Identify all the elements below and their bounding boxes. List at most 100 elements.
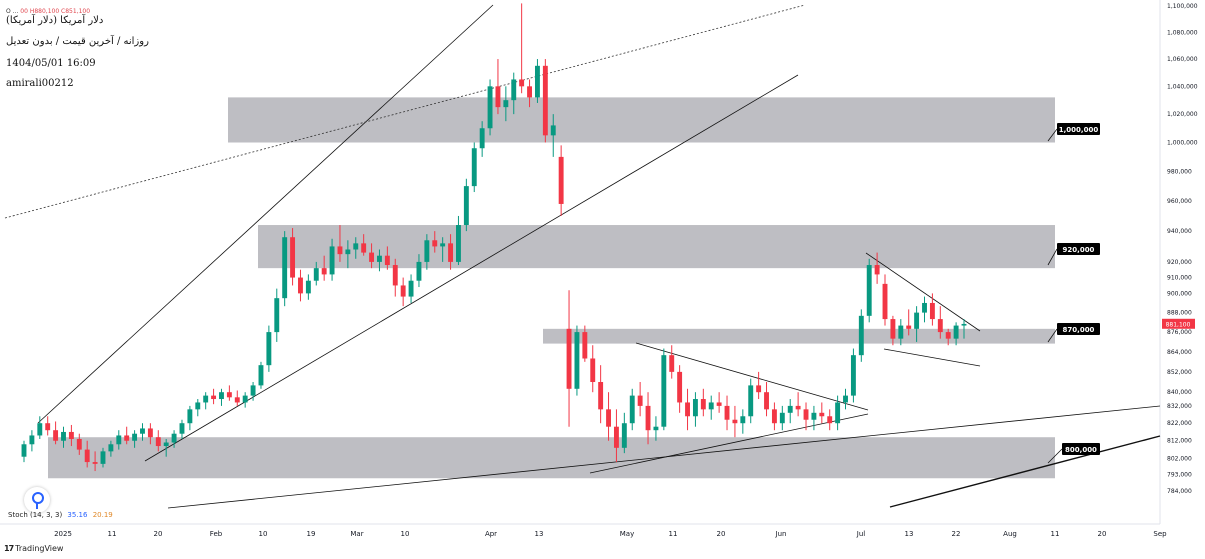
candle-body [258, 365, 264, 386]
candle-body [724, 405, 730, 420]
candle-body [708, 402, 714, 410]
candle-body [155, 437, 161, 447]
time-tick-label: 13 [535, 530, 544, 538]
candle-body [226, 392, 232, 398]
candle-body [566, 328, 572, 389]
candle-body [779, 412, 785, 424]
price-tick-label: 888,000 [1167, 310, 1192, 317]
candle-body [819, 412, 825, 417]
zone-rect [543, 328, 1055, 344]
candle-body [716, 402, 722, 406]
candle-body [392, 265, 398, 286]
tradingview-logo[interactable]: 17 TradingView [4, 544, 63, 553]
time-tick-label: Mar [350, 530, 363, 538]
candle-body [890, 319, 896, 339]
time-tick-label: 10 [401, 530, 410, 538]
pin-icon[interactable] [24, 487, 50, 513]
label-connector [1047, 448, 1063, 464]
candle-body [337, 246, 343, 255]
price-tick-label: 1,060,000 [1167, 56, 1198, 63]
zone-label-text: 800,000 [1065, 446, 1097, 454]
author-label: amirali00212 [6, 78, 74, 89]
price-tick-label: 920,000 [1167, 259, 1192, 266]
candle-body [298, 277, 303, 294]
time-tick-label: 11 [108, 530, 117, 538]
candle-body [621, 423, 627, 448]
candle-body [305, 280, 311, 294]
time-tick-label: 20 [154, 530, 163, 538]
time-tick-label: 11 [1051, 530, 1060, 538]
candle-body [550, 125, 556, 136]
trend-line [589, 413, 869, 474]
candle-body [922, 302, 927, 313]
candle-body [858, 315, 864, 356]
candle-body [914, 312, 920, 329]
zone-rect [48, 437, 1055, 479]
candle-body [835, 402, 841, 424]
candle-body [242, 395, 248, 403]
trend-line [889, 435, 1161, 508]
candle-body [748, 385, 754, 417]
candle-body [195, 402, 201, 410]
candle-body [369, 252, 375, 262]
candle-body [345, 249, 351, 255]
candle-body [495, 86, 501, 108]
candle-body [479, 128, 485, 149]
price-tick-label: 812,000 [1167, 438, 1192, 445]
ohlc-values: 00 H880,100 C851,100 [20, 8, 91, 15]
time-tick-label: Aug [1003, 530, 1017, 538]
candle-body [76, 438, 82, 450]
candle-body [700, 399, 706, 410]
candle-body [361, 243, 367, 253]
candle-body [598, 382, 604, 410]
candle-body [408, 280, 414, 297]
timeframe-label: روزانه / آخرین قیمت / بدون تعدیل [6, 36, 149, 47]
price-tick-label: 940,000 [1167, 228, 1192, 235]
candle-body [416, 261, 422, 281]
candle-body [321, 268, 327, 275]
tradingview-mark: 17 [4, 544, 14, 553]
candle-body [803, 409, 809, 420]
price-tick-label: 784,000 [1167, 488, 1192, 495]
trend-line [37, 4, 494, 424]
price-tick-label: 1,000,000 [1167, 139, 1198, 146]
trend-line [4, 4, 806, 219]
time-tick-label: Feb [210, 530, 223, 538]
label-connector [1047, 128, 1058, 142]
candle-body [203, 395, 209, 403]
candle-body [874, 265, 880, 275]
time-tick-label: Jun [775, 530, 787, 538]
candle-body [961, 323, 967, 326]
last-price-label: 881,100 [1166, 321, 1191, 328]
candle-body [882, 283, 888, 320]
candle-body [61, 431, 66, 441]
trend-line [635, 342, 869, 411]
time-tick-label: 2025 [54, 530, 72, 538]
candle-body [945, 332, 951, 339]
candle-body [171, 433, 177, 443]
time-tick-label: 10 [259, 530, 268, 538]
candle-body [527, 86, 532, 98]
candle-body [795, 405, 801, 410]
candle-body [53, 430, 59, 441]
zone-label-text: 920,000 [1063, 246, 1095, 254]
trend-line [865, 252, 981, 332]
candle-body [440, 243, 446, 247]
candle-body [290, 237, 296, 278]
time-tick-label: 13 [905, 530, 914, 538]
candle-body [147, 428, 153, 438]
candle-body [124, 435, 130, 441]
time-tick-label: Sep [1153, 530, 1167, 538]
time-tick-label: Apr [485, 530, 497, 538]
price-tick-label: 864,000 [1167, 349, 1192, 356]
candle-body [132, 433, 138, 441]
candle-body [574, 332, 580, 389]
candle-body [811, 412, 817, 420]
price-tick-label: 1,100,000 [1167, 3, 1198, 10]
candle-body [487, 86, 493, 129]
candle-body [384, 255, 390, 266]
candle-body [740, 416, 746, 424]
candle-body [953, 325, 959, 339]
price-tick-label: 900,000 [1167, 290, 1192, 297]
